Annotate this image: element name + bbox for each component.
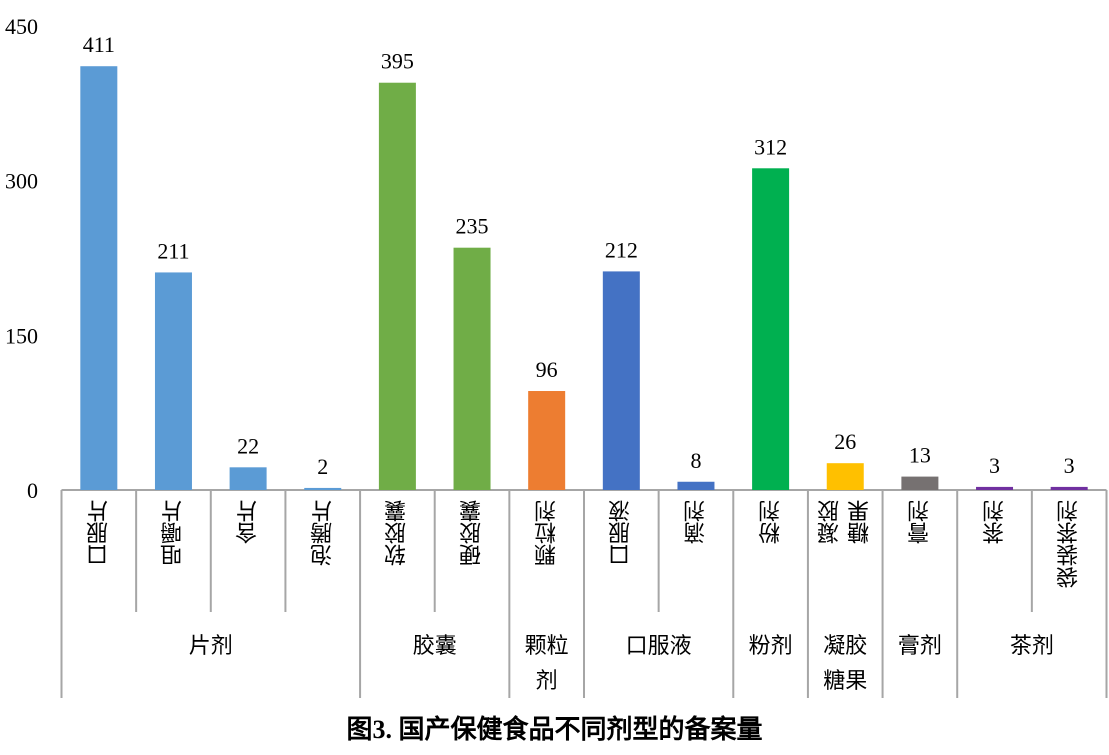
bar xyxy=(80,66,118,491)
data-label: 22 xyxy=(237,433,259,458)
group-label: 胶囊 xyxy=(412,633,457,658)
category-label: 软胶囊 xyxy=(360,500,435,612)
bar xyxy=(901,476,939,490)
category-label: 袋装茶剂 xyxy=(1032,500,1107,612)
data-label: 211 xyxy=(157,238,189,263)
category-label-text: 粉剂 xyxy=(757,500,783,544)
bar xyxy=(826,463,864,490)
category-label: 颗粒剂 xyxy=(509,500,584,612)
bar xyxy=(1050,486,1088,490)
category-label-text: 泡腾片 xyxy=(309,500,335,566)
bar xyxy=(528,391,566,490)
bar xyxy=(229,467,267,490)
bar xyxy=(976,486,1014,490)
bar xyxy=(453,247,491,490)
data-label: 395 xyxy=(381,49,414,74)
category-label: 口服片 xyxy=(62,500,137,612)
category-label: 咀嚼片 xyxy=(136,500,211,612)
data-label: 96 xyxy=(536,357,558,382)
data-label: 411 xyxy=(83,32,115,57)
data-label: 8 xyxy=(690,448,701,473)
category-label: 粉剂 xyxy=(733,500,808,612)
category-label-text: 咀嚼片 xyxy=(160,500,186,566)
data-label: 3 xyxy=(1064,453,1075,478)
data-label: 26 xyxy=(834,429,856,454)
group-label: 膏剂 xyxy=(897,633,942,658)
y-tick-label: 150 xyxy=(5,323,38,348)
data-label: 212 xyxy=(605,237,638,262)
category-label-text: 硬胶囊 xyxy=(459,500,485,566)
bar xyxy=(378,82,416,490)
bar xyxy=(154,272,192,490)
category-label: 滴剂 xyxy=(659,500,734,612)
bar xyxy=(304,487,342,490)
data-label: 2 xyxy=(317,454,328,479)
y-tick-label: 450 xyxy=(5,14,38,39)
category-label: 含片 xyxy=(211,500,286,612)
bar xyxy=(677,481,715,490)
group-label: 凝胶 糖果 xyxy=(823,633,868,693)
category-label-text: 袋装茶剂 xyxy=(1056,500,1082,588)
y-tick-label: 300 xyxy=(5,169,38,194)
category-label: 膏剂 xyxy=(883,500,958,612)
category-label-text: 口服液 xyxy=(608,500,634,566)
data-label: 312 xyxy=(754,134,787,159)
data-label: 13 xyxy=(909,443,931,468)
bar xyxy=(602,271,640,490)
data-label: 3 xyxy=(989,453,1000,478)
category-label-text: 凝胶 糖果 xyxy=(817,500,873,544)
category-label: 口服液 xyxy=(584,500,659,612)
y-tick-label: 0 xyxy=(27,478,38,503)
category-label-text: 含片 xyxy=(235,500,261,544)
data-label: 235 xyxy=(456,214,489,239)
category-label-text: 颗粒剂 xyxy=(533,500,559,566)
category-label-text: 口服片 xyxy=(85,500,111,566)
group-label: 片剂 xyxy=(188,633,233,658)
bar xyxy=(752,168,790,490)
category-label-text: 滴剂 xyxy=(682,500,708,544)
category-label-text: 软胶囊 xyxy=(384,500,410,566)
category-label-text: 茶剂 xyxy=(981,500,1007,544)
category-label: 泡腾片 xyxy=(285,500,360,612)
group-label: 颗粒 剂 xyxy=(524,633,569,693)
group-label: 粉剂 xyxy=(748,633,793,658)
category-label: 凝胶 糖果 xyxy=(808,500,883,612)
chart-title: 图3. 国产保健食品不同剂型的备案量 xyxy=(346,715,763,744)
category-label: 硬胶囊 xyxy=(435,500,510,612)
group-label: 茶剂 xyxy=(1009,633,1054,658)
category-label: 茶剂 xyxy=(957,500,1032,612)
category-label-text: 膏剂 xyxy=(906,500,932,544)
group-label: 口服液 xyxy=(625,633,692,658)
